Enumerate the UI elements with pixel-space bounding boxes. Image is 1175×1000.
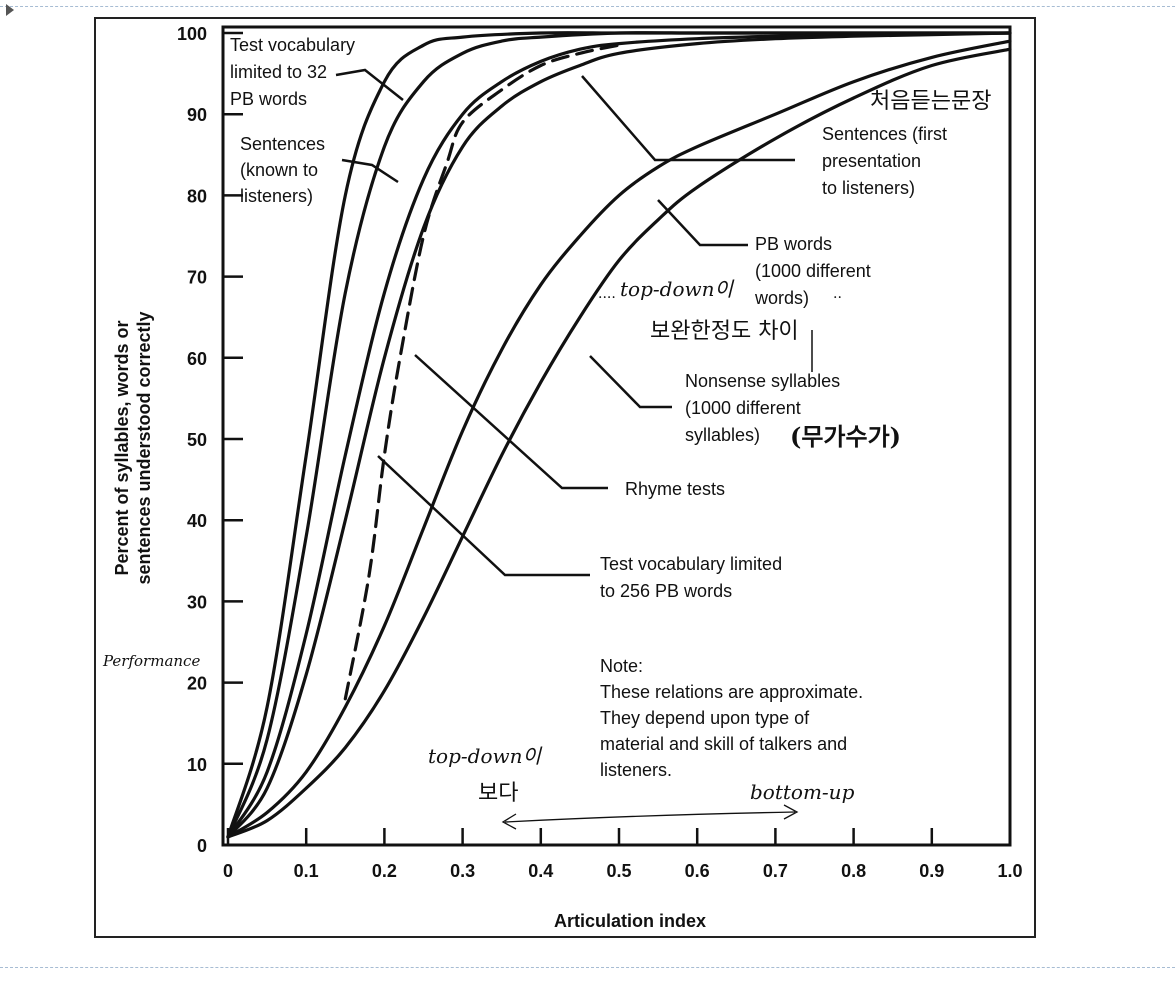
leader-nonsense (589, 355, 672, 409)
label-pb256: Test vocabulary limited to 256 PB words (600, 554, 782, 601)
handwritten-dots: .... (598, 286, 616, 302)
x-tick-label: 0.7 (763, 861, 788, 881)
label-sk-line2: (known to (240, 160, 318, 180)
handwritten-first-sentence: 처음듣는문장 (870, 89, 991, 114)
x-tick-label: 0.6 (685, 861, 710, 881)
handwritten-bonda: 보다 (478, 781, 518, 806)
handwritten-topdown-2: top-down이 (428, 744, 542, 768)
y-tick-label: 50 (187, 430, 207, 450)
series-line-nonsense (226, 47, 1012, 839)
y-tick-label: 30 (187, 592, 207, 612)
x-tick-label: 0.2 (372, 861, 397, 881)
series-line-pb256 (226, 31, 1012, 839)
handwritten-arrow-left-head (501, 813, 517, 830)
y-tick-label: 0 (197, 836, 207, 856)
x-tick-label: 0.3 (450, 861, 475, 881)
leader-rhyme (414, 354, 608, 490)
note-line1: Note: (600, 656, 643, 676)
y-tick-label: 100 (177, 24, 207, 44)
y-tick-label: 90 (187, 105, 207, 125)
note-line3: They depend upon type of (600, 708, 810, 728)
handwritten-arrow-right-head (783, 804, 799, 820)
label-sf-line2: presentation (822, 151, 921, 171)
y-tick-label: 10 (187, 755, 207, 775)
series-line-sent_first (343, 43, 621, 701)
figure-frame (94, 17, 1036, 938)
x-tick-label: 0 (223, 861, 233, 881)
label-ns-line3: syllables) (685, 425, 760, 445)
leader-sentences-known (341, 158, 399, 184)
label-sk-line3: listeners) (240, 186, 313, 206)
y-tick-label: 80 (187, 186, 207, 206)
note-block: Note: These relations are approximate. T… (600, 656, 863, 780)
label-pb32-line1: Test vocabulary (230, 35, 355, 55)
x-tick-label: 1.0 (997, 861, 1022, 881)
note-line2: These relations are approximate. (600, 682, 863, 702)
y-tick-label: 60 (187, 349, 207, 369)
label-pb256-line1: Test vocabulary limited (600, 554, 782, 574)
leader-pb-words (657, 199, 748, 247)
label-ns-line2: (1000 different (685, 398, 801, 418)
handwritten-bottomup: bottom-up (750, 780, 855, 804)
note-line4: material and skill of talkers and (600, 734, 847, 754)
label-pbw-line2: (1000 different (755, 261, 871, 281)
label-sf-line3: to listeners) (822, 178, 915, 198)
leader-pb32 (335, 68, 404, 101)
series-line-pb1000 (226, 39, 1012, 839)
handwritten-performance: Performance (102, 652, 200, 670)
y-tick-label: 20 (187, 674, 207, 694)
y-tick-label: 40 (187, 511, 207, 531)
label-pb-words: PB words (1000 different words) (754, 234, 871, 308)
y-tick-label: 70 (187, 268, 207, 288)
curves (226, 31, 1012, 839)
label-sentences-known: Sentences (known to listeners) (240, 134, 325, 206)
label-pb256-line2: to 256 PB words (600, 581, 732, 601)
slide-top-border (0, 6, 1175, 7)
plot-area (221, 25, 1012, 847)
leader-pb256 (377, 455, 590, 577)
x-tick-label: 0.9 (919, 861, 944, 881)
leader-sentences-first (581, 75, 795, 162)
handwritten-guess: (무가수가) (790, 422, 901, 451)
bullet-triangle-icon (6, 4, 14, 16)
label-nonsense: Nonsense syllables (1000 different sylla… (685, 371, 840, 445)
x-tick-label: 0.8 (841, 861, 866, 881)
label-sk-line1: Sentences (240, 134, 325, 154)
handwritten-topdown: top-down이 (620, 277, 734, 301)
x-tick-label: 0.4 (528, 861, 553, 881)
y-axis-title-line2: sentences understood correctly (134, 311, 154, 584)
label-pb32-line2: limited to 32 (230, 62, 327, 82)
label-pbw-line3: words) (754, 288, 809, 308)
y-ticks: 0 10 20 30 40 50 60 70 80 90 100 (177, 24, 243, 856)
x-tick-label: 0.1 (294, 861, 319, 881)
x-axis-title: Articulation index (554, 911, 706, 931)
x-tick-label: 0.5 (606, 861, 631, 881)
handwritten-arrow-line (504, 811, 796, 823)
label-ns-line1: Nonsense syllables (685, 371, 840, 391)
x-ticks: 0 0.1 0.2 0.3 0.4 0.5 0.6 0.7 0.8 0.9 1.0 (223, 828, 1023, 881)
handwritten-dots-right: .. (833, 286, 842, 302)
label-pb32: Test vocabulary limited to 32 PB words (230, 35, 355, 109)
y-axis-title-line1: Percent of syllables, words or (112, 320, 132, 575)
label-pb32-line3: PB words (230, 89, 307, 109)
label-pbw-line1: PB words (755, 234, 832, 254)
label-sf-line1: Sentences (first (822, 124, 947, 144)
handwritten-difference: 보완한정도 차이 (650, 319, 799, 344)
note-line5: listeners. (600, 760, 672, 780)
label-sentences-first: Sentences (first presentation to listene… (822, 124, 947, 198)
slide-bottom-border (0, 967, 1175, 968)
series-line-rhyme (226, 31, 1012, 839)
leader-lines (335, 68, 795, 577)
series-line-sent_known (226, 31, 1012, 839)
label-rhyme: Rhyme tests (625, 479, 725, 499)
